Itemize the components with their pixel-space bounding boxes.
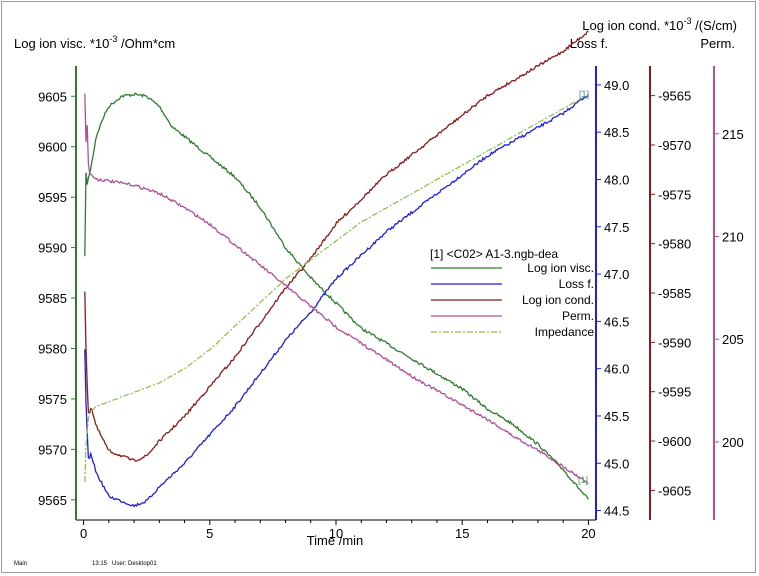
loss-tick-label: 46.5 bbox=[604, 314, 629, 329]
perm-axis-label: Perm. bbox=[700, 36, 735, 51]
footer-time: 13:15 bbox=[92, 561, 108, 567]
loss-tick-label: 49.0 bbox=[604, 78, 629, 93]
visc-tick-label: 9605 bbox=[38, 89, 67, 104]
visc-tick-label: 9570 bbox=[38, 442, 67, 457]
perm-tick-label: 215 bbox=[722, 127, 744, 142]
loss-tick-label: 45.5 bbox=[604, 409, 629, 424]
series-line-impedance bbox=[84, 93, 589, 483]
x-tick-label: 20 bbox=[581, 526, 595, 541]
legend-entry: Impedance bbox=[535, 325, 595, 339]
visc-tick-label: 9580 bbox=[38, 341, 67, 356]
loss-tick-label: 48.5 bbox=[604, 125, 629, 140]
legend-entry: Loss f. bbox=[559, 277, 594, 291]
cond-tick-label: -9585 bbox=[658, 286, 691, 301]
loss-tick-label: 47.0 bbox=[604, 267, 629, 282]
visc-tick-label: 9565 bbox=[38, 493, 67, 508]
visc-tick-label: 9595 bbox=[38, 190, 67, 205]
visc-axis-label: Log ion visc. *10-3 /Ohm*cm bbox=[14, 34, 175, 51]
cond-tick-label: -9565 bbox=[658, 89, 691, 104]
cond-tick-label: -9600 bbox=[658, 434, 691, 449]
x-tick-label: 15 bbox=[455, 526, 469, 541]
visc-tick-label: 9575 bbox=[38, 392, 67, 407]
cond-tick-label: -9580 bbox=[658, 237, 691, 252]
series-end-marker: [1] bbox=[579, 89, 589, 99]
series-end-marker: [1] bbox=[578, 475, 588, 485]
axes-layer: 0 5 10 15 20 9565 9570 9575 9580 9585 9590 9595 9600… bbox=[38, 66, 744, 541]
x-tick-label: 0 bbox=[80, 526, 87, 541]
visc-tick-label: 9600 bbox=[38, 140, 67, 155]
loss-tick-label: 46.0 bbox=[604, 362, 629, 377]
legend-entry: Perm. bbox=[562, 309, 594, 323]
perm-tick-label: 200 bbox=[722, 435, 744, 450]
series-line-log-ion-cond- bbox=[84, 30, 589, 462]
legend-title: [1] <C02> A1-3.ngb-dea bbox=[430, 247, 558, 261]
perm-tick-label: 210 bbox=[722, 230, 744, 245]
legend-entry: Log ion cond. bbox=[522, 293, 594, 307]
loss-tick-label: 44.5 bbox=[604, 504, 629, 519]
footer-user: User: Desktop01 bbox=[112, 561, 157, 567]
series-layer: [1] [1] bbox=[84, 30, 589, 508]
loss-tick-label: 48.0 bbox=[604, 173, 629, 188]
cond-tick-label: -9590 bbox=[658, 335, 691, 350]
footer-main: Main bbox=[14, 561, 27, 567]
series-line-log-ion-visc- bbox=[84, 92, 589, 500]
x-tick-label: 5 bbox=[206, 526, 213, 541]
loss-tick-label: 45.0 bbox=[604, 456, 629, 471]
x-tick-label: 10 bbox=[329, 526, 343, 541]
x-axis-label: Time /min bbox=[307, 533, 364, 548]
cond-tick-label: -9605 bbox=[658, 483, 691, 498]
cond-tick-label: -9595 bbox=[658, 385, 691, 400]
cond-tick-label: -9575 bbox=[658, 187, 691, 202]
perm-tick-label: 205 bbox=[722, 332, 744, 347]
visc-tick-label: 9590 bbox=[38, 241, 67, 256]
visc-tick-label: 9585 bbox=[38, 291, 67, 306]
loss-tick-label: 47.5 bbox=[604, 220, 629, 235]
legend-entry: Log ion visc. bbox=[527, 261, 594, 275]
cond-tick-label: -9570 bbox=[658, 138, 691, 153]
series-line-perm- bbox=[84, 93, 589, 485]
loss-axis-label: Loss f. bbox=[570, 36, 608, 51]
series-line-loss-f- bbox=[84, 94, 589, 508]
cond-axis-label: Log ion cond. *10-3 /(S/cm) bbox=[582, 16, 737, 33]
